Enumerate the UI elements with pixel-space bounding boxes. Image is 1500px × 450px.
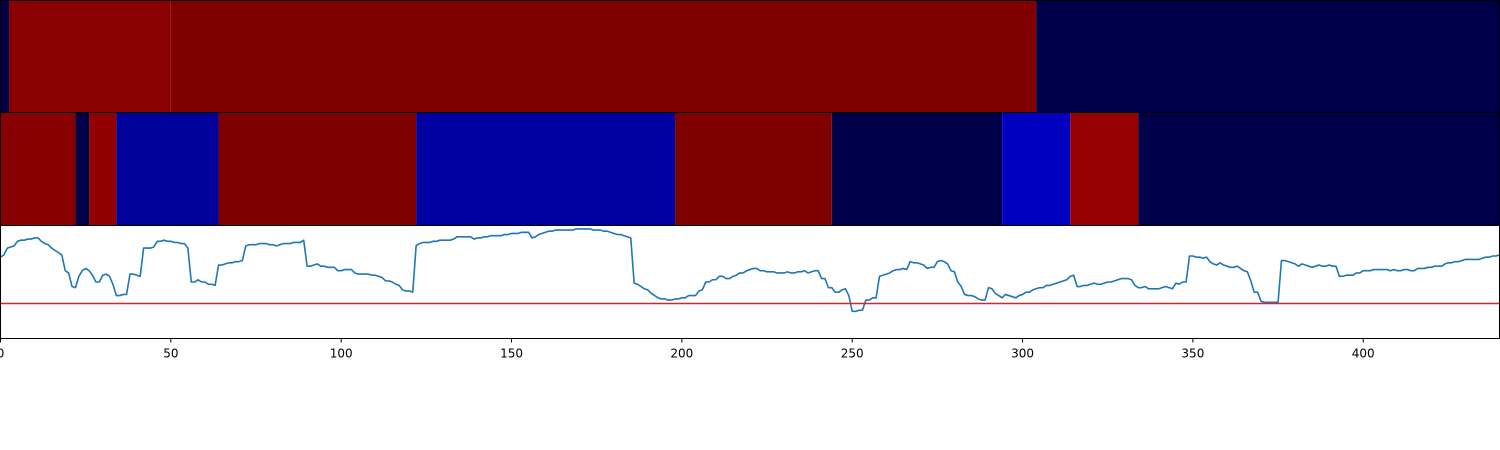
heatmap-cell	[416, 112, 676, 226]
heatmap-cell	[1002, 112, 1071, 226]
x-tick-label: 0	[0, 347, 4, 361]
x-tick-label: 350	[1181, 347, 1204, 361]
heatmap-cell	[0, 112, 76, 226]
x-tick-label: 100	[330, 347, 353, 361]
heatmap-cell	[1036, 0, 1500, 113]
heatmap-cell	[675, 112, 832, 226]
heatmap-cell	[89, 112, 117, 226]
heatmap-cell	[0, 0, 10, 113]
heatmap-cell	[75, 112, 90, 226]
x-tick-label: 150	[500, 347, 523, 361]
heatmap-cell	[831, 112, 1003, 226]
heatmap-panel-1	[0, 0, 1500, 113]
heatmap-cell	[1070, 112, 1139, 226]
x-tick-label: 50	[163, 347, 178, 361]
heatmap-cell	[218, 112, 417, 226]
series-line	[0, 228, 1500, 313]
x-tick-label: 400	[1352, 347, 1375, 361]
heatmap-cell	[1138, 112, 1500, 226]
x-tick-label: 200	[670, 347, 693, 361]
heatmap-panel-2	[0, 112, 1500, 226]
x-axis: 0 50 100 150 200 250 300 350 400	[0, 338, 1375, 361]
heatmap-cell	[9, 0, 171, 113]
line-panel	[0, 225, 1500, 339]
x-tick-label: 300	[1011, 347, 1034, 361]
x-tick-label: 250	[841, 347, 864, 361]
heatmap-cell	[170, 0, 1037, 113]
heatmap-cell	[116, 112, 219, 226]
line-panel-background	[0, 225, 1500, 339]
